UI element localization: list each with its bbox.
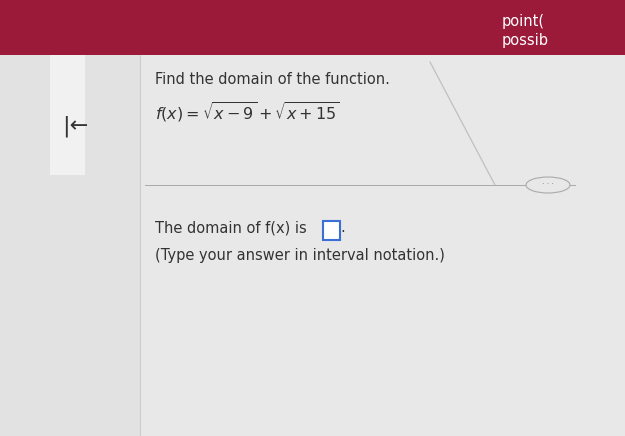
Text: possib: possib [502, 33, 549, 48]
Text: $f(x) = \sqrt{x-9} + \sqrt{x+15}$: $f(x) = \sqrt{x-9} + \sqrt{x+15}$ [155, 100, 339, 124]
FancyBboxPatch shape [0, 0, 625, 55]
FancyBboxPatch shape [0, 55, 140, 436]
Text: (Type your answer in interval notation.): (Type your answer in interval notation.) [155, 248, 445, 263]
FancyBboxPatch shape [50, 55, 85, 175]
FancyBboxPatch shape [322, 221, 339, 239]
Text: The domain of f(x) is: The domain of f(x) is [155, 220, 307, 235]
Text: · · ·: · · · [542, 180, 554, 188]
FancyBboxPatch shape [140, 55, 625, 436]
Text: .: . [340, 220, 345, 235]
Text: point(: point( [502, 14, 545, 29]
Text: |←: |← [62, 115, 88, 136]
Ellipse shape [526, 177, 570, 193]
Text: Find the domain of the function.: Find the domain of the function. [155, 72, 390, 87]
